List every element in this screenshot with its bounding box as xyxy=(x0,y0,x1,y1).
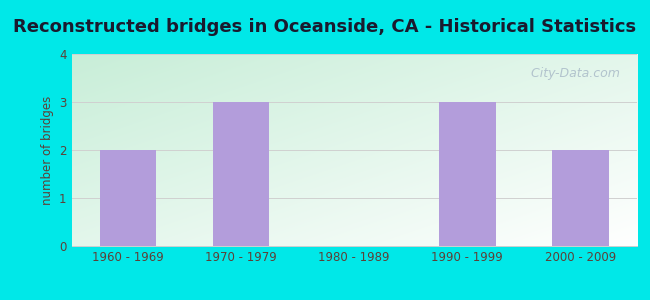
Text: City-Data.com: City-Data.com xyxy=(523,68,620,80)
Bar xyxy=(100,150,157,246)
Y-axis label: number of bridges: number of bridges xyxy=(40,95,53,205)
Bar xyxy=(552,150,608,246)
Bar xyxy=(439,102,496,246)
Text: Reconstructed bridges in Oceanside, CA - Historical Statistics: Reconstructed bridges in Oceanside, CA -… xyxy=(14,18,636,36)
Bar xyxy=(213,102,270,246)
